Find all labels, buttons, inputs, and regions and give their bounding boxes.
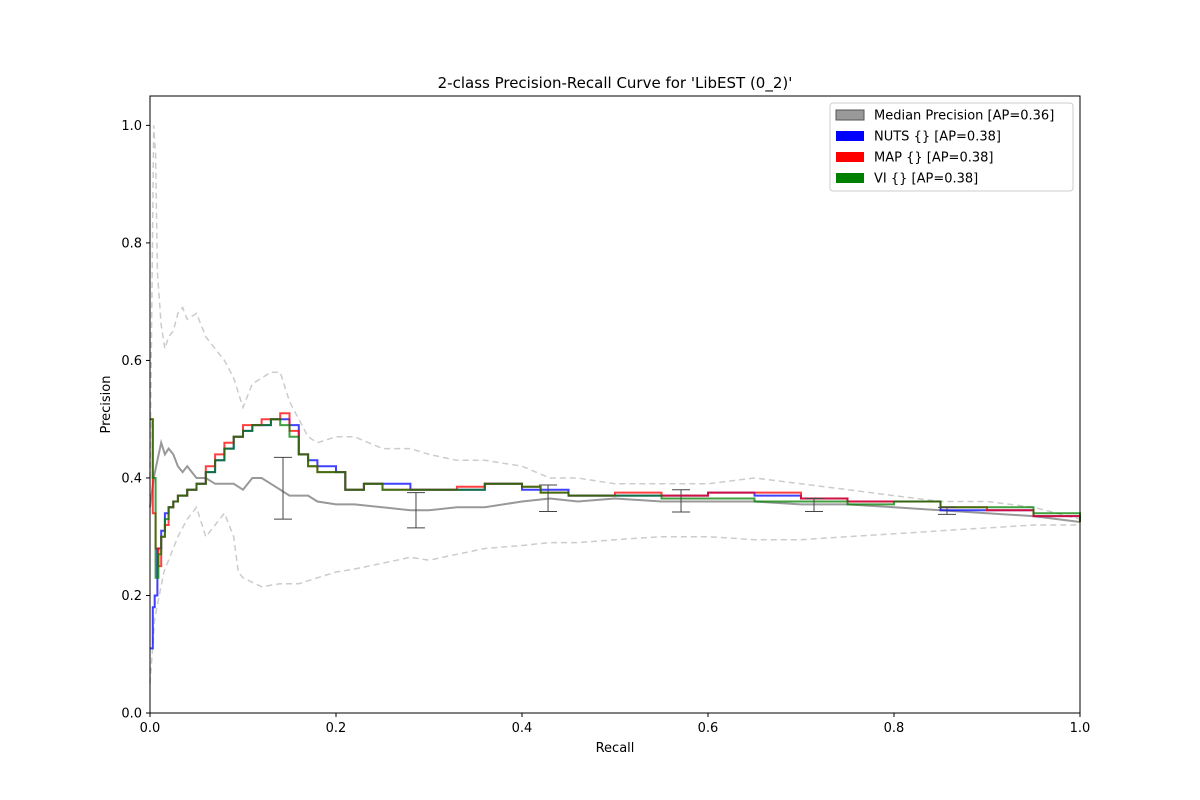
legend-item: MAP {} [AP=0.38] <box>836 151 993 166</box>
series-line-nuts-ap-0-38 <box>150 418 1081 650</box>
x-tick-label: 0.8 <box>884 721 905 736</box>
x-tick-label: 0.4 <box>512 721 533 736</box>
y-axis: 0.0 0.2 0.4 0.6 0.8 1.0 <box>121 119 150 722</box>
y-tick-label: 0.4 <box>121 471 142 486</box>
x-tick-label: 0.0 <box>140 721 161 736</box>
y-axis-label: Precision <box>99 375 114 433</box>
x-tick-label: 0.2 <box>326 721 347 736</box>
series-line-lower-bound <box>149 505 1080 684</box>
legend-item: NUTS {} [AP=0.38] <box>836 130 1001 145</box>
plot-area <box>149 125 1081 684</box>
chart-title: 2-class Precision-Recall Curve for 'LibE… <box>438 74 793 93</box>
error-bar <box>539 484 558 512</box>
error-bar <box>406 492 425 529</box>
error-bar <box>805 498 824 512</box>
legend-item: Median Precision [AP=0.36] <box>835 109 1054 124</box>
plot-frame <box>149 95 1081 714</box>
legend-label: MAP {} [AP=0.38] <box>874 151 993 166</box>
legend-item: VI {} [AP=0.38] <box>836 172 978 187</box>
legend-swatch <box>835 109 865 121</box>
legend-swatch <box>836 152 864 162</box>
x-tick-label: 0.6 <box>698 721 719 736</box>
legend-box <box>829 102 1074 192</box>
y-tick-label: 0.0 <box>121 707 142 722</box>
error-bar <box>938 506 957 515</box>
y-tick-label: 0.2 <box>121 589 142 604</box>
legend-label: NUTS {} [AP=0.38] <box>874 130 1001 145</box>
x-axis: 0.0 0.2 0.4 0.6 0.8 1.0 <box>140 713 1091 736</box>
series-line-upper-bound <box>149 125 1081 520</box>
y-tick-label: 0.6 <box>121 354 142 369</box>
x-tick-label: 1.0 <box>1070 721 1091 736</box>
legend: Median Precision [AP=0.36] NUTS {} [AP=0.… <box>829 102 1074 192</box>
y-tick-label: 0.8 <box>121 236 142 251</box>
legend-swatch <box>836 131 864 141</box>
series-line-median-precision-ap-0-36 <box>149 438 1081 523</box>
error-bar <box>273 456 292 520</box>
x-axis-label: Recall <box>596 741 635 756</box>
legend-label: Median Precision [AP=0.36] <box>874 109 1054 124</box>
legend-swatch <box>836 173 864 183</box>
y-tick-label: 1.0 <box>121 119 142 134</box>
legend-label: VI {} [AP=0.38] <box>874 172 978 187</box>
error-bar <box>672 489 691 513</box>
series-line-vi-ap-0-38 <box>150 418 1081 579</box>
